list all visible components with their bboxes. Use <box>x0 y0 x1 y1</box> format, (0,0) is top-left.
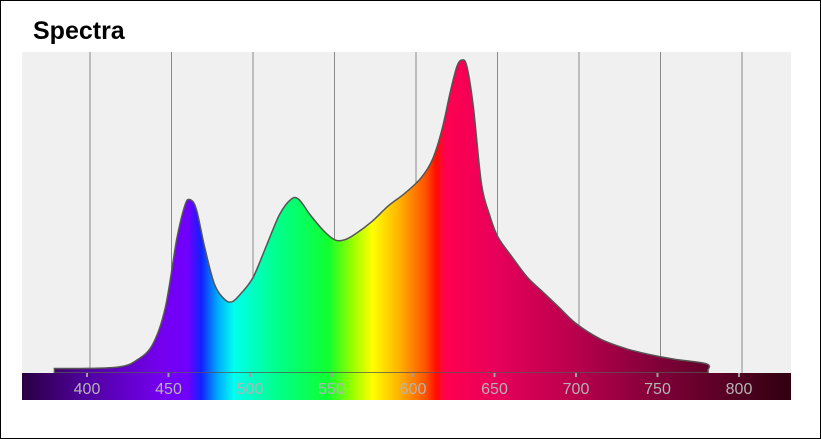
tick-mark <box>738 373 740 377</box>
wavelength-axis-band <box>22 373 791 400</box>
x-tick-label: 700 <box>563 381 590 398</box>
x-tick-label: 550 <box>318 381 345 398</box>
tick-mark <box>656 373 659 377</box>
tick-mark <box>412 373 414 377</box>
x-tick-label: 800 <box>726 381 753 398</box>
chart-title: Spectra <box>33 17 125 45</box>
x-tick-label: 400 <box>74 381 101 398</box>
x-tick-label: 650 <box>481 381 508 398</box>
tick-mark <box>167 373 170 377</box>
x-tick-label: 750 <box>644 381 671 398</box>
x-tick-label: 450 <box>155 381 182 398</box>
tick-mark <box>86 373 88 377</box>
tick-mark <box>575 373 577 377</box>
spectrum-area <box>53 59 711 374</box>
x-tick-label: 500 <box>237 381 264 398</box>
x-tick-label: 600 <box>400 381 427 398</box>
tick-mark <box>493 373 496 377</box>
tick-mark <box>330 373 333 377</box>
tick-mark <box>249 373 251 377</box>
